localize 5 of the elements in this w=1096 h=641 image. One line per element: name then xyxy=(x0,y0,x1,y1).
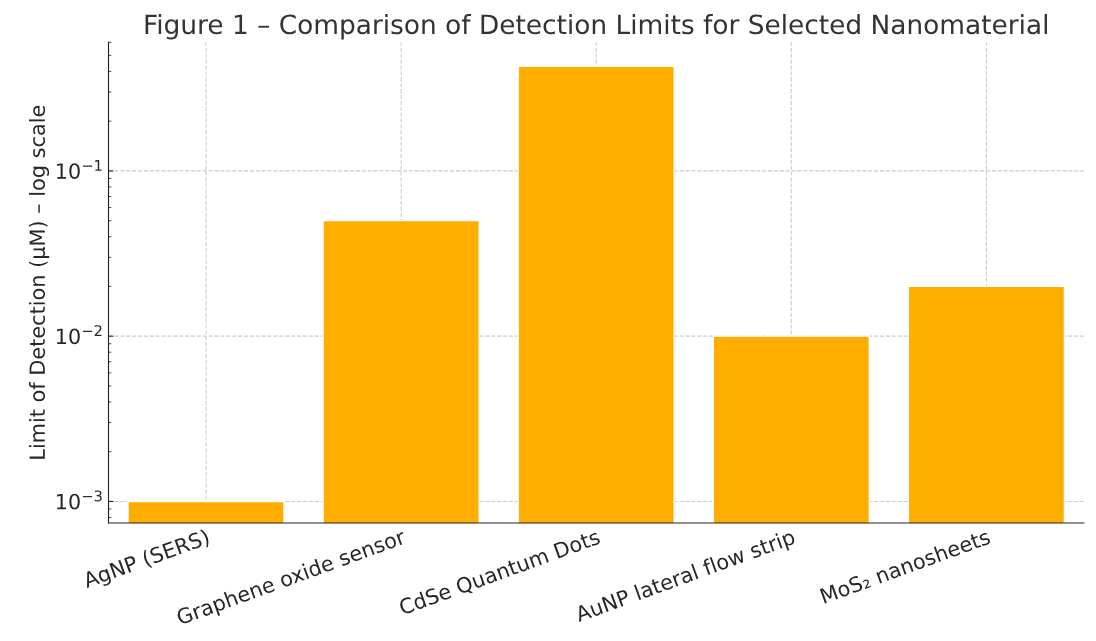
y-tick-label: 10$^{−2}$ xyxy=(56,325,102,345)
y-tick-label: 10$^{−3}$ xyxy=(56,490,102,510)
y-tick-label: 10$^{−1}$ xyxy=(56,160,102,179)
chart-title: Figure 1 – Comparison of Detection Limits for Selected Nanomaterial xyxy=(145,13,1047,40)
y-axis-title: Limit of Detection (μM) – log scale xyxy=(28,105,50,459)
